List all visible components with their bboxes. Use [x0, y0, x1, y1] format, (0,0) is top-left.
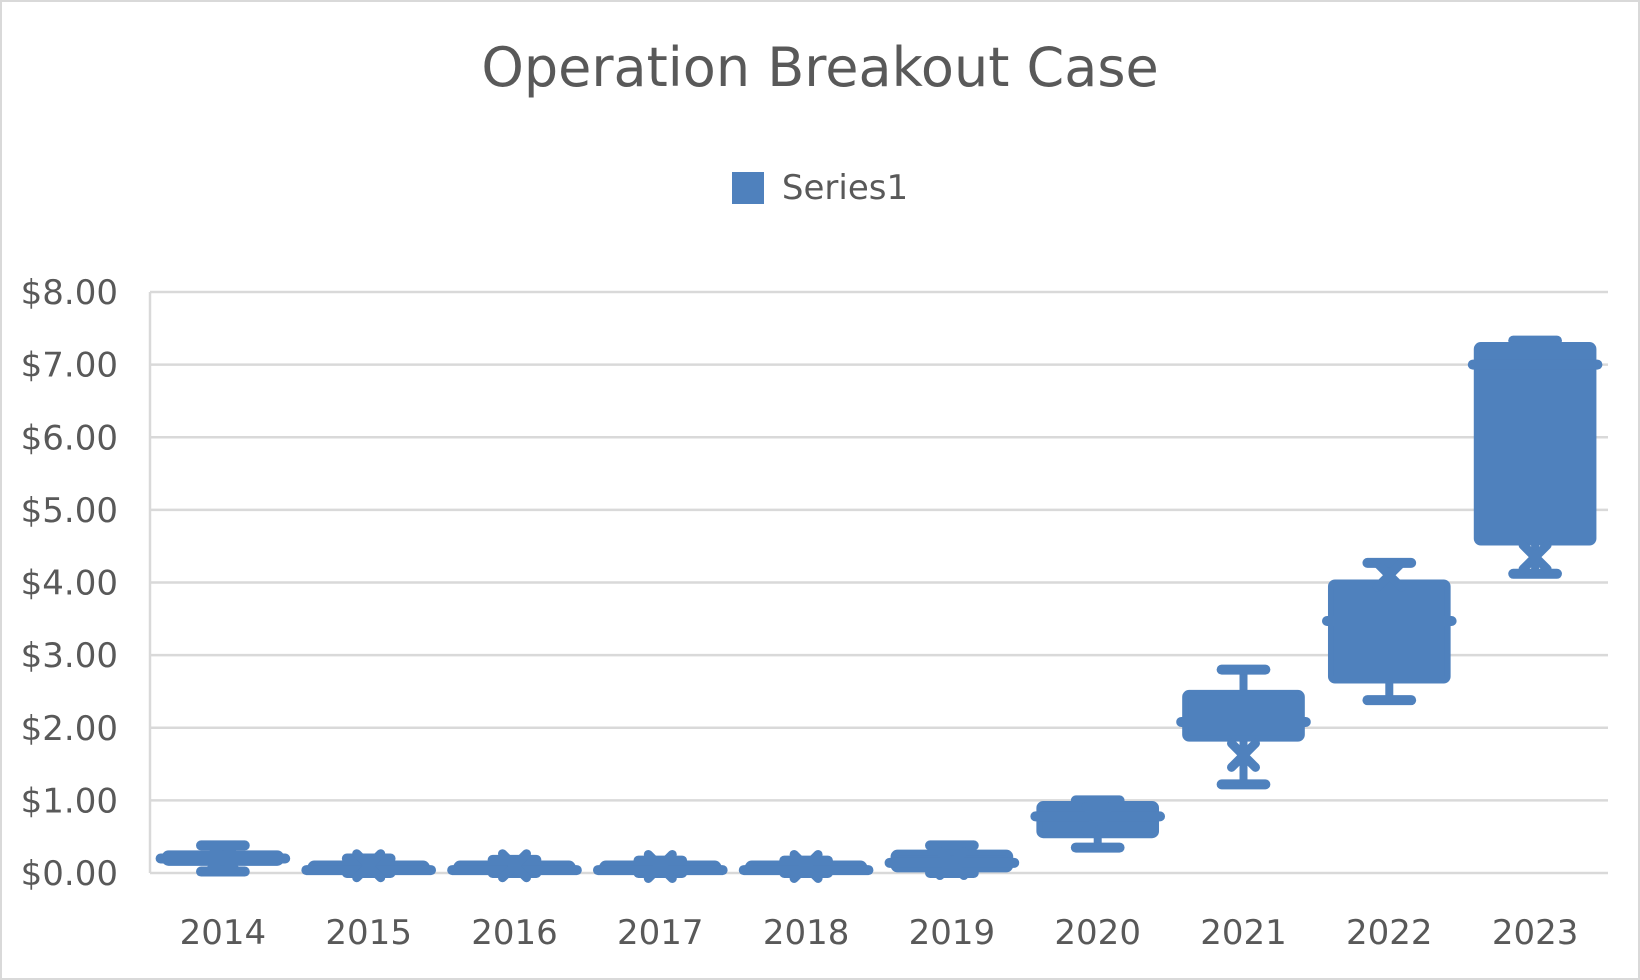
x-tick-label: 2021 — [1200, 913, 1287, 953]
mean-marker-2022 — [1372, 558, 1406, 592]
mean-marker-2019 — [935, 847, 969, 881]
mean-marker-2023 — [1518, 540, 1552, 574]
mean-marker-2018 — [789, 849, 823, 883]
x-tick-label: 2023 — [1492, 913, 1579, 953]
y-tick-label: $3.00 — [21, 636, 118, 676]
x-tick-label: 2022 — [1346, 913, 1433, 953]
y-tick-label: $1.00 — [21, 781, 118, 821]
y-tick-label: $6.00 — [21, 418, 118, 458]
x-tick-label: 2019 — [909, 913, 996, 953]
box-2021 — [1182, 689, 1305, 742]
mean-marker-2020 — [1081, 802, 1115, 836]
x-tick-label: 2018 — [763, 913, 850, 953]
x-tick-label: 2017 — [617, 913, 704, 953]
x-tick-label: 2014 — [180, 913, 267, 953]
mean-marker-2016 — [498, 849, 531, 883]
legend-label-series1: Series1 — [781, 168, 909, 208]
mean-marker-2021 — [1227, 738, 1260, 772]
x-tick-label: 2016 — [471, 913, 558, 953]
y-tick-label: $4.00 — [21, 564, 118, 604]
x-tick-label: 2020 — [1054, 913, 1141, 953]
y-tick-label: $8.00 — [21, 273, 118, 313]
y-tick-label: $7.00 — [21, 346, 118, 386]
box-2023 — [1473, 342, 1597, 546]
chart-title: Operation Breakout Case — [481, 36, 1159, 99]
mean-marker-2017 — [643, 849, 677, 883]
y-tick-label: $5.00 — [21, 491, 118, 531]
legend-swatch-series1 — [731, 172, 764, 204]
box-2022 — [1327, 579, 1451, 684]
y-tick-label: $0.00 — [21, 854, 118, 894]
x-tick-label: 2015 — [325, 913, 412, 953]
legend: Series1 — [0, 168, 1640, 208]
mean-marker-2014 — [206, 840, 240, 874]
y-tick-label: $2.00 — [21, 709, 118, 749]
mean-marker-2015 — [352, 849, 386, 883]
